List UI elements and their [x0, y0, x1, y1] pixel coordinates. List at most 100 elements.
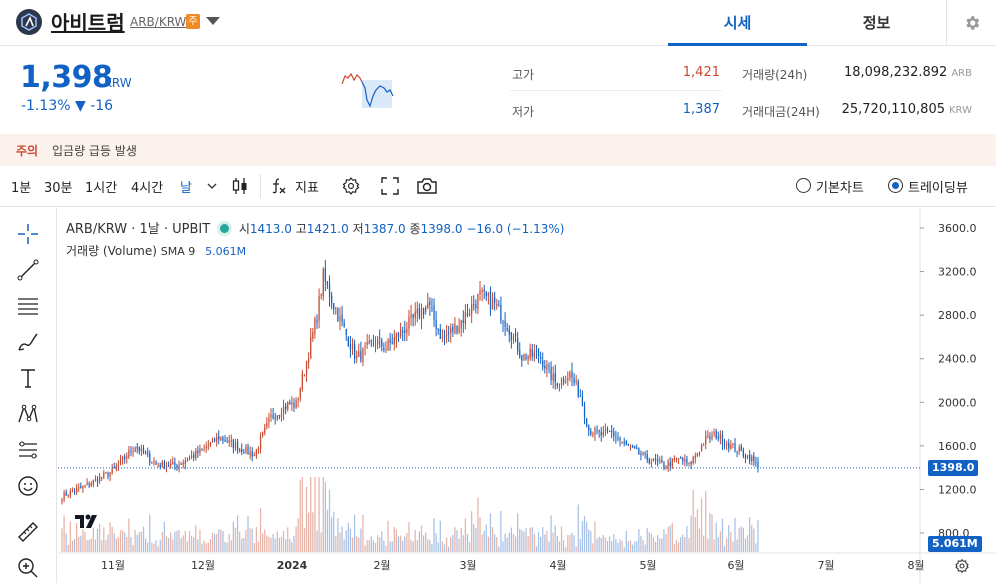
tradingview-logo[interactable]: [74, 512, 100, 530]
prediction-icon[interactable]: [14, 436, 42, 464]
fullscreen-icon[interactable]: [378, 174, 402, 198]
interval-4h[interactable]: 4시간: [131, 181, 164, 196]
volume-bar: [239, 531, 241, 552]
trend-line-icon[interactable]: [14, 256, 42, 284]
volume-bar: [119, 530, 122, 552]
ruler-icon[interactable]: [14, 518, 42, 546]
volume-legend-label[interactable]: 거래량 (Volume): [66, 244, 157, 258]
candle-body: [197, 450, 199, 454]
volume-bar: [696, 509, 699, 552]
volume-bar: [301, 477, 303, 552]
candle-body: [468, 313, 471, 317]
candlestick-chart[interactable]: 3600.0 3200.0 2800.0 2400.0 2000.0 1600.0 1200…: [58, 208, 996, 583]
candle-body: [207, 445, 209, 447]
crosshair-icon[interactable]: [14, 220, 42, 248]
volume-bar: [193, 537, 195, 552]
tab-quote[interactable]: 시세: [668, 0, 807, 46]
function-icon[interactable]: [267, 174, 291, 198]
fib-lines-icon[interactable]: [14, 292, 42, 320]
volume-bar: [159, 539, 161, 552]
volume-bar: [753, 528, 755, 552]
volume-bar: [531, 527, 533, 552]
brush-icon[interactable]: [14, 328, 42, 356]
candle-body: [176, 465, 178, 469]
candle-body: [437, 328, 439, 330]
candle-body: [84, 485, 86, 487]
chart-settings-corner[interactable]: [954, 558, 972, 576]
interval-dropdown-icon[interactable]: [200, 174, 224, 198]
coin-name[interactable]: 아비트럼: [51, 11, 125, 35]
candle-body: [134, 447, 136, 452]
candle-type-icon[interactable]: [228, 174, 252, 198]
volume-bar: [504, 533, 506, 552]
candle-body: [429, 301, 431, 306]
indicator-button[interactable]: 지표: [295, 181, 319, 196]
volume-bar: [581, 521, 584, 552]
volume-bar: [86, 540, 88, 552]
interval-1m[interactable]: 1분: [11, 181, 32, 196]
camera-icon[interactable]: [415, 174, 439, 198]
settings-button[interactable]: [946, 0, 996, 46]
candle-body: [529, 348, 531, 359]
candle-body: [301, 373, 303, 390]
tradingview-radio[interactable]: [888, 178, 903, 193]
text-icon[interactable]: [14, 364, 42, 392]
volume-bar: [600, 537, 602, 552]
volume-bar: [634, 541, 636, 552]
interval-1h[interactable]: 1시간: [85, 181, 118, 196]
volume-bar: [512, 533, 515, 552]
pair-dropdown-icon[interactable]: [206, 17, 220, 25]
candle-body: [142, 448, 145, 453]
tradingview-label[interactable]: 트레이딩뷰: [908, 181, 968, 196]
volume-bar: [429, 540, 431, 552]
candle-body: [567, 377, 569, 380]
volume-bar: [510, 527, 512, 552]
candle-body: [264, 427, 266, 433]
candle-body: [234, 443, 237, 449]
candle-body: [113, 466, 115, 469]
candle-body: [634, 446, 636, 449]
volume-bar: [379, 537, 381, 552]
pattern-icon[interactable]: [14, 400, 42, 428]
price-chart[interactable]: 3600.0 3200.0 2800.0 2400.0 2000.0 1600.0 1200…: [58, 208, 996, 583]
coin-pair[interactable]: ARB/KRW: [130, 15, 187, 29]
volume-bar: [224, 541, 226, 552]
volume-bar: [627, 541, 630, 552]
tab-info[interactable]: 정보: [862, 14, 891, 32]
candle-body: [308, 358, 310, 363]
candle-body: [431, 307, 433, 309]
emoji-icon[interactable]: [14, 472, 42, 500]
x-tick-label: 11월: [101, 559, 125, 572]
basic-chart-label[interactable]: 기본차트: [816, 181, 864, 196]
candle-body: [504, 320, 506, 327]
candle-body: [328, 284, 331, 298]
candle-body: [282, 406, 285, 414]
chart-settings-icon[interactable]: [339, 174, 363, 198]
volume-bar: [602, 534, 604, 552]
y-tick-label: 3600.0: [938, 222, 977, 235]
candle-body: [596, 429, 598, 431]
volume-bar: [368, 540, 370, 552]
candle-body: [569, 372, 571, 379]
volume-bar: [431, 543, 433, 552]
legend-symbol[interactable]: ARB/KRW · 1날 · UPBIT: [66, 222, 211, 237]
candle-body: [103, 472, 105, 478]
candle-body: [673, 458, 676, 460]
interval-1d[interactable]: 날: [180, 181, 192, 196]
volume-bar: [151, 542, 153, 552]
chart-legend: ARB/KRW · 1날 · UPBIT 시1413.0 고1421.0 저13…: [66, 218, 564, 237]
candle-body: [216, 436, 218, 443]
volume-bar: [671, 523, 673, 552]
candle-body: [688, 462, 690, 464]
zoom-in-icon[interactable]: [14, 554, 42, 582]
candle-body: [498, 304, 500, 306]
candle-body: [262, 432, 264, 436]
amount-label: 거래대금(24H): [742, 105, 820, 119]
interval-30m[interactable]: 30분: [44, 181, 73, 196]
amount-24h: 25,720,110,805 KRW: [820, 102, 972, 117]
volume-bar: [115, 538, 117, 552]
volume-bar: [657, 534, 659, 552]
volume-bar: [387, 520, 389, 552]
volume-bar: [464, 518, 467, 552]
basic-chart-radio[interactable]: [796, 178, 811, 193]
